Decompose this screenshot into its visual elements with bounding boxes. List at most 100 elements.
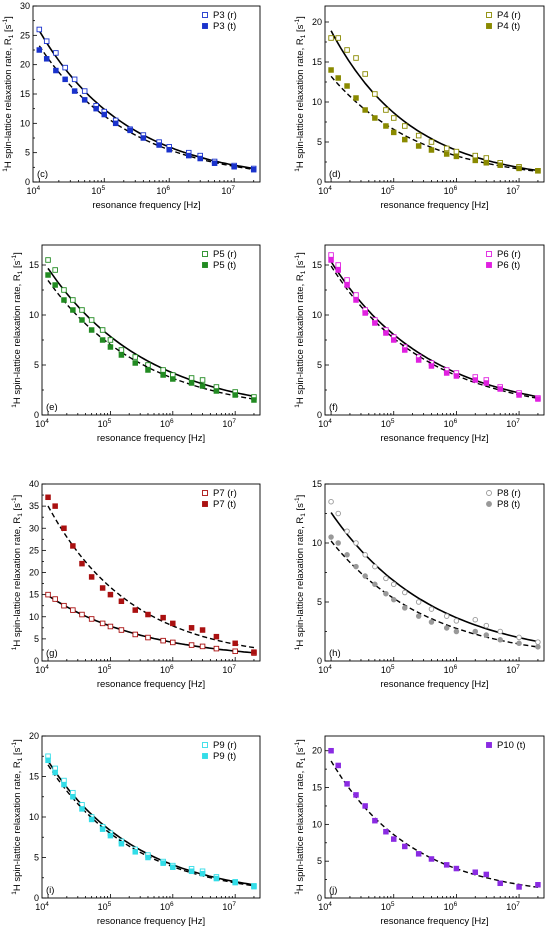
data-point (362, 71, 368, 77)
data-point (362, 310, 368, 316)
y-tick-label: 15 (312, 783, 322, 793)
x-tick-label: 104 (318, 664, 332, 675)
data-point (45, 591, 51, 598)
fit-curve (47, 760, 255, 886)
data-point (383, 123, 389, 129)
y-axis-title: 1H spin-lattice relaxation rate, R1 [s-1… (11, 495, 24, 651)
x-tick-label: 105 (91, 185, 105, 196)
y-tick-label: 0 (34, 893, 39, 903)
y-tick-label: 30 (20, 1, 30, 11)
data-point (45, 757, 51, 764)
data-point (118, 352, 125, 358)
data-point (483, 632, 490, 638)
y-tick-label: 15 (312, 57, 322, 67)
x-tick-label: 104 (318, 901, 332, 912)
fit-curve (47, 279, 255, 400)
x-tick-label: 106 (444, 664, 458, 675)
y-tick-label: 0 (25, 177, 30, 187)
y-tick-label: 15 (312, 479, 322, 489)
data-point (211, 160, 218, 166)
panel-label: (j) (329, 885, 337, 896)
data-point (415, 599, 422, 605)
data-point (107, 591, 114, 598)
x-tick-label: 106 (156, 185, 170, 196)
legend-label: P5 (r) (213, 249, 237, 260)
fit-curve (47, 505, 255, 649)
fit-curve (330, 760, 539, 888)
data-point (61, 287, 67, 293)
data-point (362, 552, 368, 558)
x-tick-label: 105 (98, 901, 112, 912)
data-point (535, 881, 541, 888)
y-tick-label: 0 (317, 410, 322, 420)
data-point (61, 297, 67, 303)
data-point (483, 380, 490, 386)
data-point (197, 155, 203, 162)
data-point (118, 627, 125, 633)
data-point (45, 257, 51, 263)
y-tick-label: 10 (312, 538, 322, 548)
data-point (372, 581, 378, 588)
data-point (428, 619, 435, 625)
x-tick-label: 107 (221, 185, 235, 196)
plot-frame (32, 5, 261, 183)
y-tick-label: 10 (312, 819, 322, 829)
data-point (402, 136, 408, 143)
data-point (52, 769, 58, 776)
data-point (99, 620, 106, 627)
x-axis-title: resonance frequency [Hz] (97, 916, 205, 927)
y-tick-label: 10 (312, 310, 322, 320)
data-point (415, 357, 422, 363)
legend-marker (486, 490, 492, 496)
data-point (199, 643, 206, 650)
data-point (132, 360, 138, 366)
y-tick-label: 0 (317, 177, 322, 187)
plot-frame (324, 5, 545, 183)
data-point (453, 153, 460, 160)
data-point (372, 563, 378, 570)
y-tick-label: 0 (34, 410, 39, 420)
data-point (328, 67, 334, 73)
data-point (107, 344, 114, 350)
fit-curve (47, 764, 255, 887)
y-tick-label: 15 (29, 260, 39, 270)
data-point (372, 817, 378, 824)
data-point (372, 115, 378, 121)
data-point (344, 47, 350, 53)
fit-curve (330, 30, 539, 172)
x-tick-label: 106 (444, 185, 458, 196)
data-point (199, 870, 206, 877)
legend-marker (202, 23, 208, 29)
data-point (453, 865, 460, 872)
data-point (497, 628, 503, 635)
data-point (453, 148, 460, 155)
data-point (107, 623, 114, 630)
legend-label: P7 (t) (213, 499, 236, 510)
fit-curve (47, 267, 255, 398)
data-point (453, 618, 460, 624)
y-tick-label: 0 (34, 656, 39, 666)
data-point (52, 267, 58, 273)
data-point (213, 388, 220, 394)
y-tick-label: 20 (312, 17, 322, 27)
y-axis-title: 1H spin-lattice relaxation rate, R1 [s-1… (294, 252, 307, 408)
data-point (70, 794, 76, 800)
data-point (132, 607, 138, 613)
x-axis-title: resonance frequency [Hz] (97, 433, 205, 444)
legend-label: P5 (t) (213, 260, 236, 271)
y-tick-label: 15 (29, 772, 39, 782)
data-point (132, 354, 138, 360)
data-point (232, 648, 238, 655)
panel-label: (g) (46, 648, 58, 659)
data-point (70, 307, 76, 313)
fit-curve (330, 261, 539, 398)
data-point (335, 75, 341, 81)
data-point (328, 257, 334, 263)
data-point (402, 347, 408, 353)
data-point (535, 168, 541, 174)
data-point (344, 277, 350, 283)
x-axis-title: resonance frequency [Hz] (380, 916, 488, 927)
data-point (160, 614, 166, 621)
data-point (390, 129, 397, 136)
